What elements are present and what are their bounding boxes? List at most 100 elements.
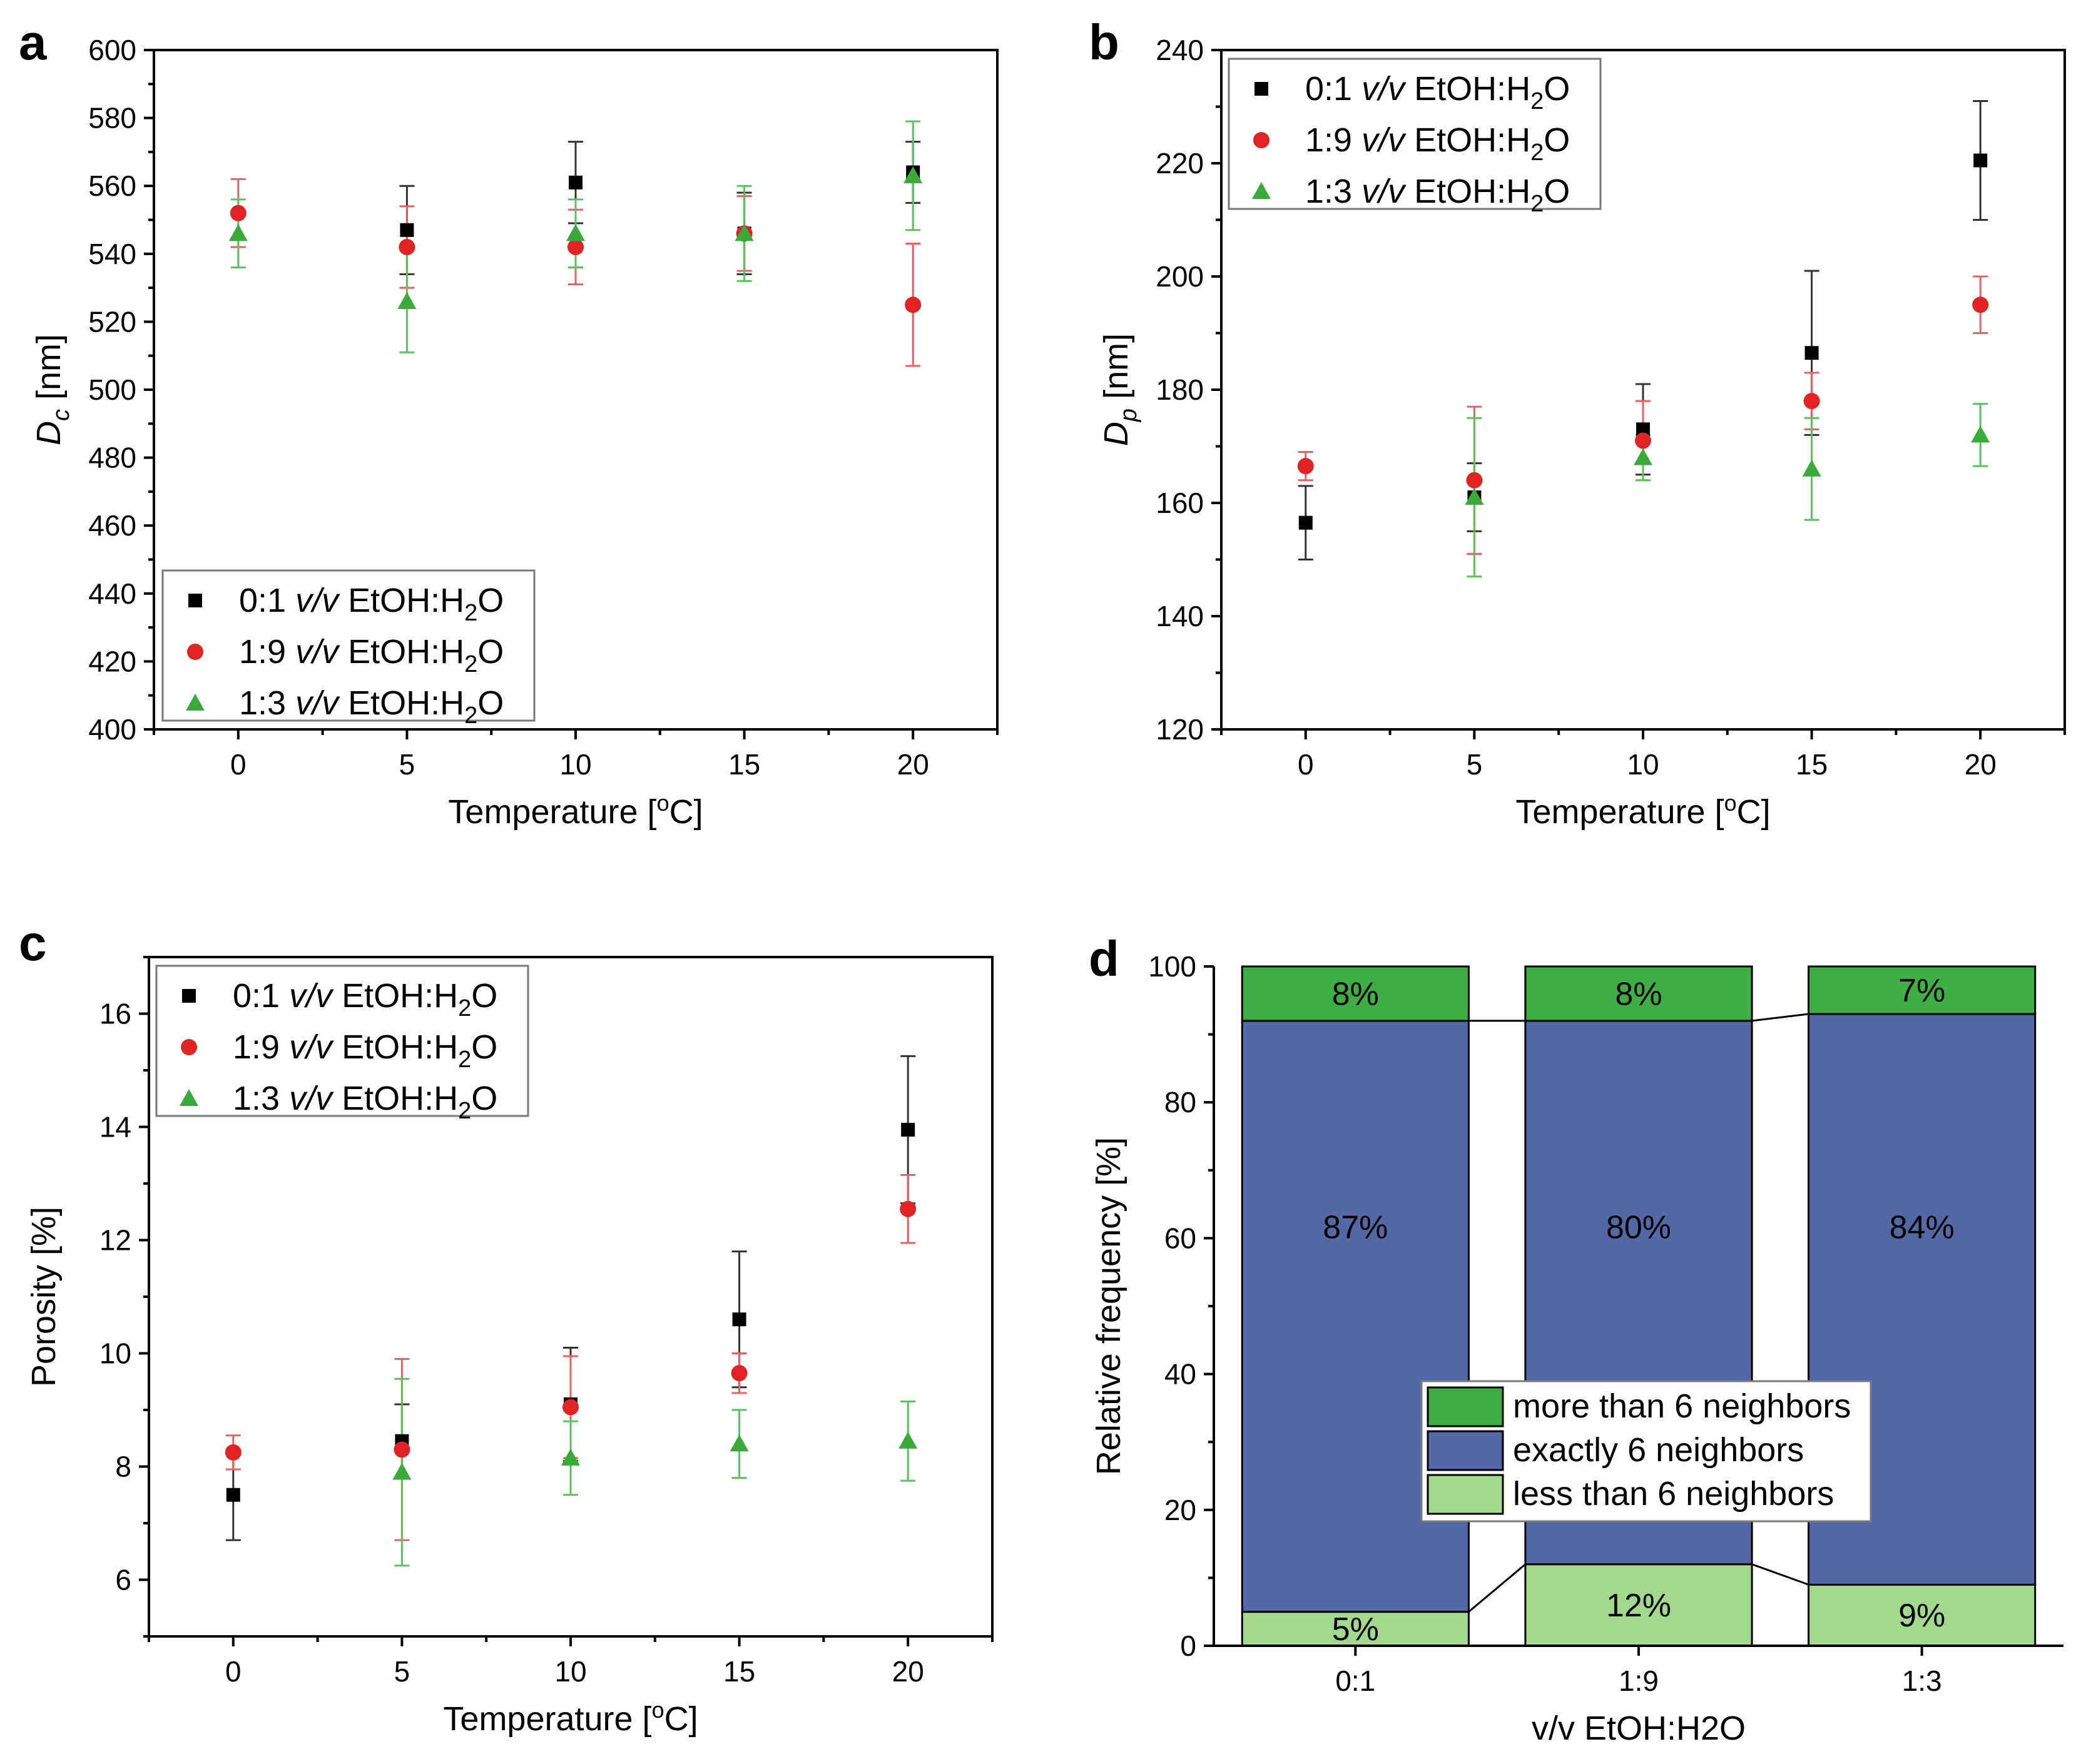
x-tick-label: 20 <box>892 1655 924 1688</box>
y-tick-label: 240 <box>1156 34 1204 66</box>
data-point-square <box>1636 422 1650 437</box>
legend-label-1: 1:9 v/v EtOH:H2O <box>1305 121 1570 166</box>
legend-swatch <box>1427 1430 1504 1471</box>
legend-label-2: 1:3 v/v EtOH:H2O <box>239 684 504 729</box>
legend-label-2: less than 6 neighbors <box>1513 1475 1834 1513</box>
bar-less-than-6-neighbors-0-1 <box>1241 1611 1470 1647</box>
data-point-circle <box>562 1399 579 1416</box>
x-tick-label: 15 <box>723 1655 755 1688</box>
legend-swatch <box>1427 1474 1504 1515</box>
x-tick-label: 0 <box>1298 748 1314 781</box>
y-tick-label: 6 <box>115 1564 131 1596</box>
data-point-triangle <box>228 224 248 241</box>
y-tick-label: 200 <box>1156 260 1204 293</box>
legend-marker-triangle <box>186 694 205 711</box>
legend-frame <box>155 965 529 1117</box>
legend-marker-triangle <box>180 1089 198 1106</box>
y-tick-label: 160 <box>1156 487 1204 519</box>
y-tick-label: 180 <box>1156 373 1204 406</box>
y-tick-label: 100 <box>1148 950 1196 983</box>
y-tick-label: 420 <box>88 645 136 677</box>
data-point-circle <box>567 238 584 255</box>
bar-value-label: 8% <box>1615 976 1662 1012</box>
y-tick-label: 580 <box>88 102 136 134</box>
y-tick-label: 560 <box>88 170 136 202</box>
panel-a: a 400 420 440 460 480 500 520 540 560 580 600 0 5 10 15… <box>19 14 999 831</box>
y-tick-label: 140 <box>1156 600 1204 632</box>
x-tick-label: 20 <box>897 748 929 781</box>
panel-c: c 6 8 10 12 14 16 0 5 10 15 20 Temperature [oC] Poros… <box>19 915 994 1738</box>
x-tick-label: 10 <box>554 1655 586 1688</box>
x-tick-label: 0 <box>225 1655 242 1688</box>
data-point-triangle <box>1971 425 1990 443</box>
data-point-triangle <box>392 1462 412 1480</box>
legend-label-1: 1:9 v/v EtOH:H2O <box>233 1028 497 1073</box>
x-tick-label: 5 <box>1467 748 1483 781</box>
data-point-circle <box>731 1365 748 1382</box>
data-point-square <box>226 1488 240 1502</box>
x-tick-label: 0:1 <box>1335 1665 1375 1697</box>
y-tick-label: 460 <box>88 509 136 542</box>
data-point-circle <box>225 1444 242 1461</box>
y-tick-label: 8 <box>115 1451 131 1483</box>
y-axis-title: Dc [nm] <box>30 334 74 445</box>
x-tick-label: 5 <box>394 1655 410 1688</box>
legend-marker-triangle <box>1252 182 1271 199</box>
data-point-circle <box>1297 458 1314 475</box>
bar-value-label: 5% <box>1332 1611 1379 1648</box>
legend-marker-square <box>1254 82 1268 96</box>
legend-marker-circle <box>181 1039 197 1055</box>
data-point-triangle <box>1465 487 1484 505</box>
x-axis-title: Temperature [oC] <box>1515 790 1770 831</box>
y-tick-label: 16 <box>99 998 131 1030</box>
legend-label-1: 1:9 v/v EtOH:H2O <box>239 633 504 677</box>
y-tick-label: 120 <box>1156 713 1204 746</box>
y-tick-label: 540 <box>88 238 136 270</box>
data-point-circle <box>905 297 922 313</box>
y-axis-title: Porosity [%] <box>25 1207 63 1387</box>
x-tick-label: 1:3 <box>1902 1665 1942 1697</box>
legend-marker-square <box>182 989 196 1003</box>
x-tick-label: 1:9 <box>1619 1665 1659 1697</box>
legend-marker-square <box>188 594 202 607</box>
data-point-circle <box>230 205 247 221</box>
x-tick-label: 20 <box>1965 748 1997 781</box>
y-tick-label: 600 <box>88 34 136 66</box>
x-tick-label: 5 <box>399 748 415 781</box>
stack-connector-line <box>1468 1563 1526 1613</box>
data-point-square <box>569 175 583 190</box>
y-tick-label: 20 <box>1164 1494 1196 1526</box>
y-tick-label: 400 <box>88 713 136 746</box>
legend: 0:1 v/v EtOH:H2O 1:9 v/v EtOH:H2O 1:3 v/v … <box>161 569 536 729</box>
data-point-square <box>1298 515 1313 530</box>
data-point-triangle <box>566 224 585 241</box>
bar-less-than-6-neighbors-1-3 <box>1808 1583 2037 1647</box>
data-point-square <box>1804 346 1819 360</box>
bar-more-than-6-neighbors-1-3 <box>1808 965 2037 1015</box>
y-tick-label: 480 <box>88 442 136 474</box>
legend: 0:1 v/v EtOH:H2O 1:9 v/v EtOH:H2O 1:3 v/v … <box>1228 58 1602 217</box>
data-point-triangle <box>730 1434 749 1452</box>
legend-label-0: more than 6 neighbors <box>1513 1387 1851 1425</box>
legend-marker-circle <box>1253 132 1269 148</box>
legend: 0:1 v/v EtOH:H2O 1:9 v/v EtOH:H2O 1:3 v/v … <box>155 965 529 1124</box>
data-point-circle <box>1635 432 1651 449</box>
legend-label-1: exactly 6 neighbors <box>1513 1431 1804 1469</box>
legend-label-0: 0:1 v/v EtOH:H2O <box>1305 70 1570 114</box>
legend-label-0: 0:1 v/v EtOH:H2O <box>239 582 504 626</box>
x-tick-label: 0 <box>230 748 247 781</box>
panel-letter: d <box>1089 931 1119 986</box>
panel-b: b 120 140 160 180 200 220 240 0 5 10 15 20 Temperatur… <box>1089 14 2066 831</box>
data-point-triangle <box>1802 459 1821 477</box>
data-point-circle <box>1803 393 1820 410</box>
data-point-triangle <box>561 1448 580 1466</box>
panel-letter: a <box>19 14 47 70</box>
y-axis-title: Relative frequency [%] <box>1090 1137 1127 1475</box>
x-tick-label: 10 <box>1627 748 1659 781</box>
data-point-circle <box>1466 472 1483 489</box>
panel-d: d 5% 87% 8% 12% 80% 8% 9% 84% 7% 0 20 40 60 80 100 0:1 1:… <box>1089 931 2063 1747</box>
panel-letter: b <box>1089 14 1119 70</box>
y-tick-label: 12 <box>99 1224 131 1257</box>
y-tick-label: 40 <box>1164 1358 1196 1391</box>
y-tick-label: 14 <box>99 1111 131 1143</box>
